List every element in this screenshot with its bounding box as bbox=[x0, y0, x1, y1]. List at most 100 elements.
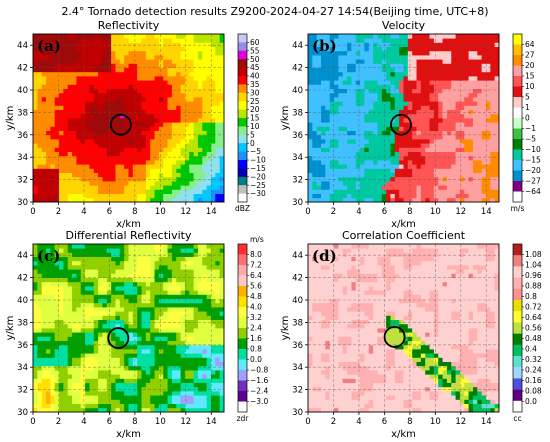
heatmap-cell bbox=[93, 281, 99, 287]
heatmap-cell bbox=[119, 265, 125, 270]
heatmap-cell bbox=[459, 176, 465, 182]
heatmap-cell bbox=[490, 168, 496, 173]
heatmap-cell bbox=[33, 147, 38, 152]
heatmap-cell bbox=[316, 67, 322, 73]
heatmap-cell bbox=[342, 76, 348, 81]
heatmap-cell bbox=[481, 181, 487, 186]
heatmap-cell bbox=[206, 101, 212, 106]
heatmap-cell bbox=[171, 71, 177, 77]
heatmap-cell bbox=[124, 185, 129, 190]
heatmap-cell bbox=[154, 302, 160, 308]
heatmap-cell bbox=[308, 155, 313, 161]
heatmap-cell bbox=[459, 71, 465, 77]
heatmap-cell bbox=[342, 176, 348, 182]
heatmap-cell bbox=[80, 185, 86, 190]
heatmap-cell bbox=[150, 164, 155, 169]
heatmap-cell bbox=[158, 370, 164, 375]
heatmap-cell bbox=[368, 50, 374, 56]
heatmap-cell bbox=[154, 71, 160, 77]
heatmap-cell bbox=[390, 126, 396, 131]
heatmap-cell bbox=[425, 80, 430, 85]
heatmap-cell bbox=[312, 105, 318, 110]
heatmap-cell bbox=[325, 160, 331, 165]
heatmap-cell bbox=[98, 332, 103, 337]
heatmap-cell bbox=[111, 193, 116, 199]
heatmap-cell bbox=[429, 168, 435, 173]
heatmap-cell bbox=[33, 126, 38, 131]
x-tick-label: 0 bbox=[305, 207, 310, 217]
heatmap-cell bbox=[76, 105, 82, 110]
heatmap-cell bbox=[63, 151, 69, 157]
heatmap-cell bbox=[137, 88, 142, 94]
heatmap-cell bbox=[72, 63, 77, 68]
heatmap-cell bbox=[390, 164, 396, 169]
heatmap-cell bbox=[464, 172, 470, 178]
heatmap-cell bbox=[202, 59, 208, 64]
heatmap-cell bbox=[124, 84, 129, 89]
heatmap-cell bbox=[459, 76, 465, 81]
heatmap-cell bbox=[329, 151, 335, 157]
heatmap-cell bbox=[132, 260, 138, 266]
heatmap-cell bbox=[189, 189, 195, 194]
heatmap-cell bbox=[128, 382, 134, 388]
heatmap-cell bbox=[171, 118, 177, 123]
heatmap-cell bbox=[106, 391, 112, 396]
heatmap-cell bbox=[442, 109, 448, 115]
heatmap-cell bbox=[477, 122, 483, 127]
heatmap-cell bbox=[98, 256, 103, 262]
heatmap-cell bbox=[93, 139, 99, 144]
heatmap-cell bbox=[33, 105, 38, 110]
heatmap-cell bbox=[80, 151, 86, 157]
heatmap-cell bbox=[308, 46, 313, 52]
heatmap-cell bbox=[206, 113, 212, 119]
heatmap-cell bbox=[115, 294, 121, 299]
heatmap-cell bbox=[154, 374, 160, 379]
y-tick-label: 34 bbox=[292, 153, 303, 163]
heatmap-cell bbox=[472, 168, 478, 173]
heatmap-cell bbox=[102, 105, 108, 110]
heatmap-cell bbox=[102, 160, 108, 165]
heatmap-cell bbox=[355, 193, 361, 199]
heatmap-cell bbox=[158, 265, 164, 270]
heatmap-cell bbox=[89, 42, 95, 47]
heatmap-cell bbox=[72, 168, 77, 173]
heatmap-cell bbox=[93, 46, 99, 52]
heatmap-cell bbox=[485, 92, 491, 98]
heatmap-cell bbox=[477, 168, 483, 173]
heatmap-cell bbox=[193, 126, 199, 131]
heatmap-cell bbox=[468, 139, 474, 144]
heatmap-cell bbox=[394, 71, 400, 77]
heatmap-cell bbox=[468, 134, 474, 140]
heatmap-cell bbox=[132, 407, 138, 413]
heatmap-cell bbox=[41, 260, 47, 266]
heatmap-cell bbox=[325, 38, 331, 43]
heatmap-cell bbox=[459, 80, 465, 85]
heatmap-cell bbox=[46, 361, 51, 367]
heatmap-cell bbox=[416, 59, 422, 64]
heatmap-cell bbox=[132, 298, 138, 304]
heatmap-cell bbox=[158, 109, 164, 115]
heatmap-cell bbox=[54, 113, 60, 119]
heatmap-cell bbox=[176, 113, 181, 119]
heatmap-cell bbox=[420, 59, 426, 64]
heatmap-cell bbox=[76, 147, 82, 152]
heatmap-cell bbox=[176, 181, 181, 186]
heatmap-cell bbox=[50, 84, 56, 89]
heatmap-cell bbox=[137, 38, 142, 43]
heatmap-cell bbox=[89, 382, 95, 388]
heatmap-cell bbox=[124, 38, 129, 43]
heatmap-cell bbox=[329, 105, 335, 110]
heatmap-cell bbox=[329, 59, 335, 64]
heatmap-cell bbox=[494, 130, 500, 136]
heatmap-cell bbox=[50, 286, 56, 291]
heatmap-cell bbox=[163, 302, 168, 308]
colorbar-tick-label: 5 bbox=[525, 93, 530, 102]
heatmap-cell bbox=[37, 340, 43, 346]
heatmap-cell bbox=[176, 105, 181, 110]
heatmap-cell bbox=[325, 113, 331, 119]
heatmap-cell bbox=[390, 139, 396, 144]
heatmap-cell bbox=[128, 256, 134, 262]
heatmap-cell bbox=[128, 134, 134, 140]
heatmap-cell bbox=[412, 193, 417, 199]
